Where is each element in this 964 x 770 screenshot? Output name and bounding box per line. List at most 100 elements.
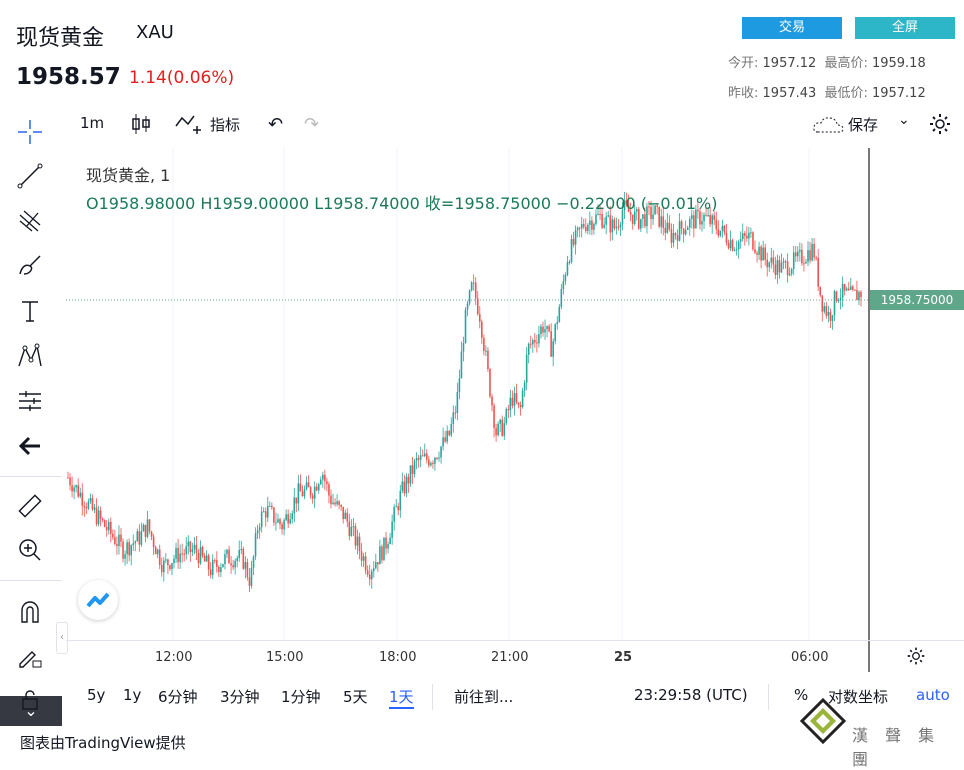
candle-body [839,297,842,300]
candle-body [858,291,860,301]
goto-date-button[interactable]: 前往到... [454,688,514,706]
price-chart[interactable] [66,148,868,640]
candle-body [807,250,809,262]
timeframe-1y[interactable]: 1y [123,686,142,704]
ruler-icon[interactable] [14,490,46,522]
candle-body [130,545,132,556]
candle-body [372,568,375,572]
text-tool-icon[interactable] [14,295,46,327]
candle-body [521,390,524,408]
candle-body [152,536,155,548]
settings-gear-icon[interactable] [928,112,952,140]
trend-line-icon[interactable] [14,160,46,192]
zoom-in-icon[interactable] [14,534,46,566]
candle-body [207,555,210,570]
candle-body [456,391,459,414]
candle-body [841,284,844,298]
candle-body [67,477,69,479]
candle-body [831,315,834,321]
candle-body [432,462,434,464]
candle-body [326,481,328,485]
prediction-icon[interactable] [14,385,46,417]
candle-body [693,215,695,229]
tradingview-logo-button[interactable] [78,580,118,620]
candle-body [568,261,571,263]
candle-body [340,504,342,507]
back-arrow-icon[interactable] [14,430,46,462]
utc-clock[interactable]: 23:29:58 (UTC) [634,686,748,704]
candle-body [786,261,789,276]
lock-pencil-icon[interactable] [14,640,46,672]
candle-body [627,204,630,213]
candle-body [766,259,769,268]
candle-body [262,511,265,513]
candle-body [83,505,86,508]
timeframe-5d[interactable]: 5天 [343,688,368,706]
candle-body [780,262,783,273]
candle-body [246,562,249,578]
candle-body [711,215,713,225]
candle-body [578,227,581,229]
hide-toolbar-toggle[interactable]: ‹ [56,622,68,654]
candle-body [370,571,373,580]
candle-body [648,206,650,208]
candle-body [85,507,88,509]
chart-legend-symbol[interactable]: 现货黄金, 1 [86,166,171,185]
indicators-button[interactable]: 指标 [210,116,241,134]
candle-body [283,520,285,530]
magnet-icon[interactable] [14,596,46,628]
undo-icon[interactable]: ↶ [268,114,284,135]
timeframe-5y[interactable]: 5y [87,686,106,704]
log-scale-toggle[interactable]: 对数坐标 [828,688,889,706]
pitchfork-icon[interactable] [14,205,46,237]
stats-row-2: 昨收: 1957.43 最低价: 1957.12 [728,82,926,101]
candle-body [430,462,432,466]
collapse-panel-button[interactable]: ⌄ [0,696,62,726]
candle-body [623,200,626,211]
candle-body [739,239,742,242]
trade-button[interactable]: 交易 [742,17,842,39]
timeframe-3min[interactable]: 3分钟 [220,688,260,706]
candle-body [690,215,693,219]
candle-body [393,507,395,522]
candle-body [733,250,736,252]
timeframe-1d[interactable]: 1天 [389,686,414,709]
candle-body [556,322,559,325]
candle-body [527,343,530,355]
chevron-down-icon[interactable]: ⌄ [898,112,910,128]
candle-body [379,546,381,565]
indicators-icon[interactable] [174,112,204,140]
pattern-icon[interactable] [14,340,46,372]
interval-selector[interactable]: 1m [80,114,105,132]
axis-settings-icon[interactable] [906,646,926,670]
percent-scale-toggle[interactable]: % [794,686,809,704]
candle-body [584,227,587,231]
candle-body [536,342,538,344]
brush-icon[interactable] [14,250,46,282]
candle-body [531,340,534,345]
auto-scale-toggle[interactable]: auto [916,686,950,704]
candle-body [328,484,330,496]
candle-type-icon[interactable] [130,112,152,140]
save-button[interactable]: 保存 [848,116,879,134]
timeframe-1min[interactable]: 1分钟 [281,688,321,706]
candle-body [625,200,628,205]
cloud-icon[interactable] [812,114,846,140]
candle-body [797,251,799,257]
crosshair-icon[interactable] [14,116,46,148]
fullscreen-button[interactable]: 全屏 [855,17,955,39]
candle-body [395,506,398,508]
timeframe-6min[interactable]: 6分钟 [158,688,198,706]
candle-body [301,491,304,497]
candle-body [179,553,181,563]
candle-body [774,264,777,275]
candle-body [171,563,173,570]
candle-body [856,289,858,301]
candle-body [360,551,363,561]
candle-body [293,497,296,514]
redo-icon[interactable]: ↷ [304,114,320,135]
candle-body [383,537,385,561]
candle-body [601,214,603,228]
candle-body [110,521,112,534]
candle-body [134,541,137,544]
